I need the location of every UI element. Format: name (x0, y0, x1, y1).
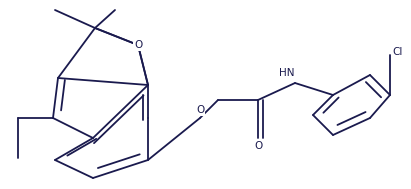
Text: O: O (196, 105, 204, 115)
Text: O: O (254, 141, 262, 151)
Text: HN: HN (279, 68, 295, 78)
Text: Cl: Cl (393, 47, 403, 57)
Text: O: O (134, 40, 142, 50)
